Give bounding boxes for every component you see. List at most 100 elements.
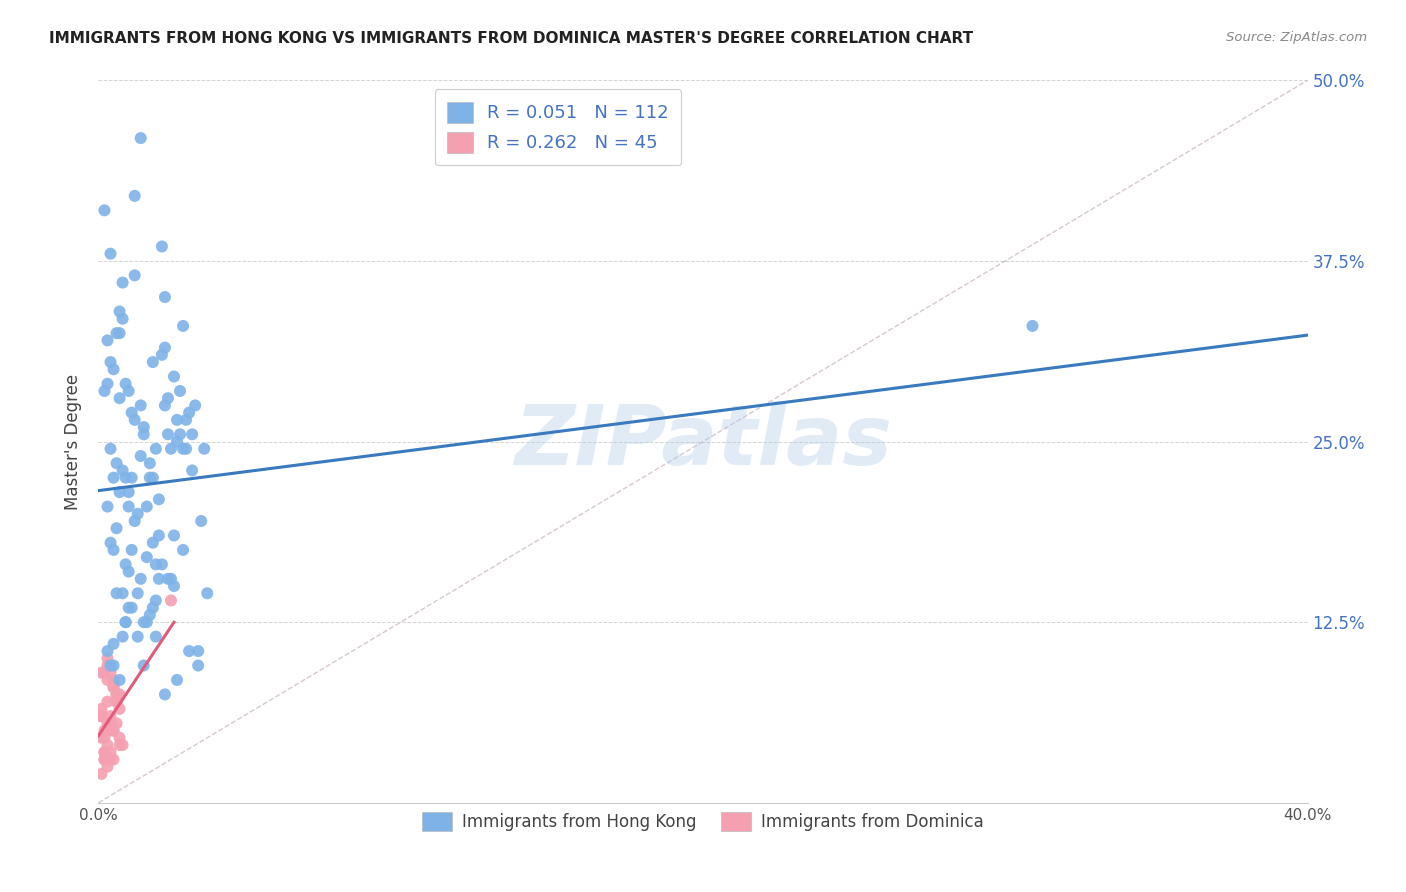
Point bbox=[103, 680, 125, 694]
Point bbox=[108, 738, 131, 752]
Point bbox=[90, 709, 112, 723]
Point bbox=[153, 398, 176, 412]
Point bbox=[103, 752, 125, 766]
Point bbox=[181, 463, 204, 477]
Point bbox=[121, 406, 143, 420]
Point bbox=[135, 550, 157, 565]
Point bbox=[187, 644, 209, 658]
Point bbox=[100, 716, 122, 731]
Point bbox=[90, 665, 112, 680]
Point bbox=[169, 384, 191, 398]
Point bbox=[1021, 318, 1043, 333]
Point bbox=[93, 384, 115, 398]
Point bbox=[142, 535, 165, 549]
Point bbox=[96, 651, 118, 665]
Point bbox=[90, 731, 112, 745]
Point bbox=[124, 413, 146, 427]
Point bbox=[100, 535, 122, 549]
Point bbox=[163, 528, 186, 542]
Text: IMMIGRANTS FROM HONG KONG VS IMMIGRANTS FROM DOMINICA MASTER'S DEGREE CORRELATIO: IMMIGRANTS FROM HONG KONG VS IMMIGRANTS … bbox=[49, 31, 973, 46]
Point bbox=[103, 470, 125, 484]
Legend: Immigrants from Hong Kong, Immigrants from Dominica: Immigrants from Hong Kong, Immigrants fr… bbox=[415, 805, 991, 838]
Point bbox=[132, 427, 155, 442]
Point bbox=[93, 745, 115, 759]
Point bbox=[108, 391, 131, 405]
Point bbox=[160, 593, 183, 607]
Point bbox=[135, 500, 157, 514]
Point bbox=[100, 752, 122, 766]
Point bbox=[96, 334, 118, 348]
Point bbox=[169, 427, 191, 442]
Point bbox=[90, 702, 112, 716]
Point bbox=[93, 203, 115, 218]
Point bbox=[108, 304, 131, 318]
Point bbox=[114, 376, 136, 391]
Point bbox=[103, 658, 125, 673]
Point bbox=[145, 442, 167, 456]
Point bbox=[114, 615, 136, 630]
Point bbox=[127, 507, 149, 521]
Point bbox=[100, 246, 122, 260]
Point bbox=[93, 752, 115, 766]
Point bbox=[156, 391, 179, 405]
Point bbox=[172, 442, 194, 456]
Point bbox=[118, 565, 141, 579]
Point bbox=[142, 355, 165, 369]
Point bbox=[172, 542, 194, 557]
Point bbox=[187, 658, 209, 673]
Point bbox=[145, 593, 167, 607]
Point bbox=[174, 442, 197, 456]
Point bbox=[100, 355, 122, 369]
Point bbox=[132, 658, 155, 673]
Point bbox=[142, 470, 165, 484]
Point bbox=[114, 470, 136, 484]
Point bbox=[108, 326, 131, 340]
Point bbox=[93, 731, 115, 745]
Point bbox=[114, 558, 136, 572]
Point bbox=[103, 542, 125, 557]
Point bbox=[118, 485, 141, 500]
Point bbox=[90, 767, 112, 781]
Point bbox=[103, 637, 125, 651]
Point bbox=[103, 362, 125, 376]
Point bbox=[111, 630, 134, 644]
Point bbox=[142, 600, 165, 615]
Point bbox=[108, 673, 131, 687]
Point bbox=[108, 702, 131, 716]
Point bbox=[121, 542, 143, 557]
Point bbox=[174, 413, 197, 427]
Point bbox=[96, 695, 118, 709]
Point bbox=[100, 665, 122, 680]
Point bbox=[160, 572, 183, 586]
Point bbox=[111, 738, 134, 752]
Text: ZIPatlas: ZIPatlas bbox=[515, 401, 891, 482]
Point bbox=[93, 723, 115, 738]
Point bbox=[118, 600, 141, 615]
Point bbox=[105, 695, 128, 709]
Point bbox=[111, 463, 134, 477]
Point bbox=[100, 745, 122, 759]
Point bbox=[100, 658, 122, 673]
Point bbox=[160, 442, 183, 456]
Point bbox=[172, 318, 194, 333]
Point bbox=[96, 658, 118, 673]
Point bbox=[145, 558, 167, 572]
Point bbox=[111, 311, 134, 326]
Point bbox=[103, 723, 125, 738]
Point bbox=[100, 716, 122, 731]
Point bbox=[156, 572, 179, 586]
Point bbox=[129, 398, 152, 412]
Point bbox=[184, 398, 207, 412]
Point bbox=[105, 326, 128, 340]
Point bbox=[93, 752, 115, 766]
Point bbox=[96, 760, 118, 774]
Point bbox=[129, 131, 152, 145]
Point bbox=[111, 276, 134, 290]
Point bbox=[105, 586, 128, 600]
Point bbox=[129, 572, 152, 586]
Point bbox=[132, 420, 155, 434]
Point bbox=[111, 586, 134, 600]
Point bbox=[163, 369, 186, 384]
Point bbox=[179, 406, 201, 420]
Point bbox=[121, 600, 143, 615]
